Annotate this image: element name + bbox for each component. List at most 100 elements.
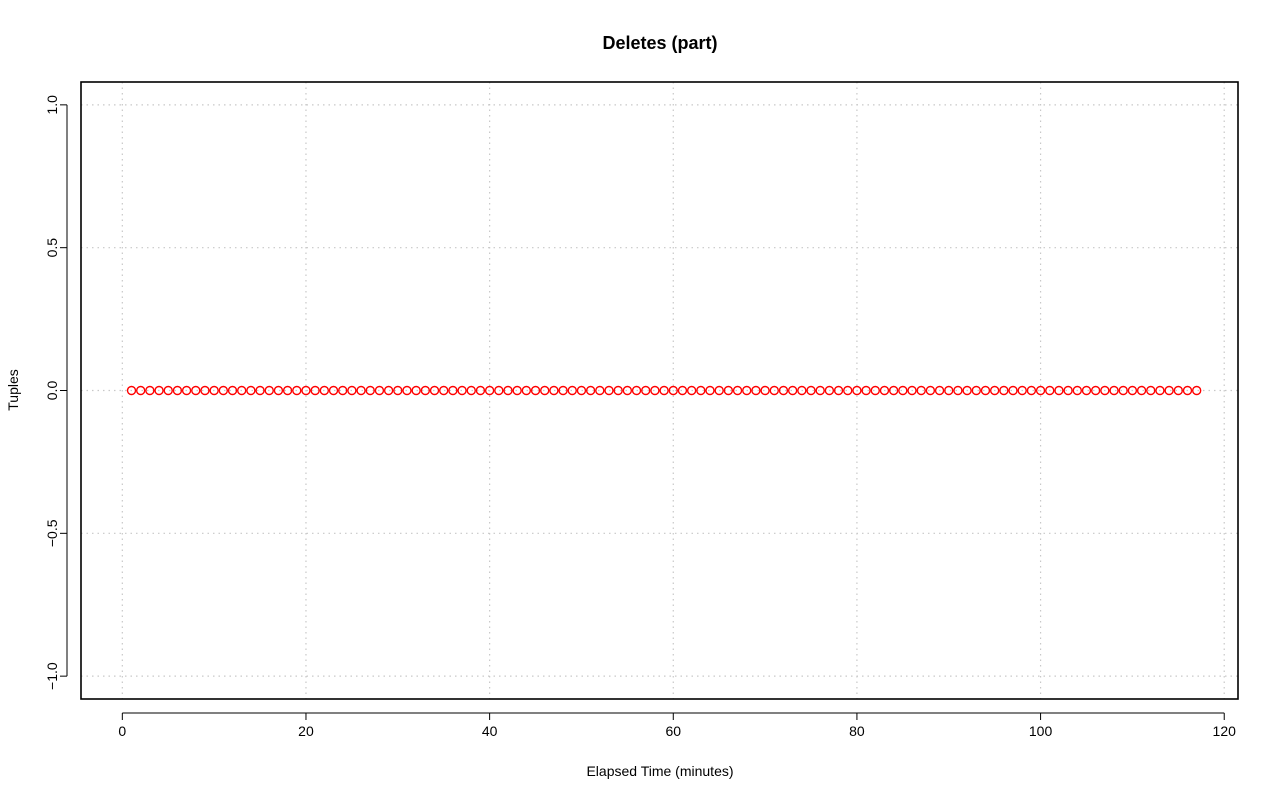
data-point: [374, 385, 385, 396]
data-point: [484, 385, 495, 396]
data-point: [310, 385, 320, 396]
data-point: [540, 385, 550, 396]
data-point: [778, 385, 789, 396]
data-point: [512, 385, 522, 396]
data-point: [1109, 385, 1119, 396]
data-point: [833, 385, 844, 396]
data-point: [1072, 385, 1083, 396]
data-point: [1155, 385, 1165, 396]
data-point: [1045, 385, 1055, 396]
data-point: [888, 385, 899, 396]
data-point: [282, 385, 293, 396]
data-point: [659, 385, 669, 396]
data-point: [200, 385, 210, 396]
data-point: [1008, 385, 1018, 396]
data-point: [393, 385, 403, 396]
data-point: [411, 385, 421, 396]
y-tick-label: 0.0: [44, 381, 60, 401]
data-point: [292, 385, 302, 396]
data-point: [732, 385, 743, 396]
data-point: [971, 385, 981, 396]
data-point: [925, 385, 936, 396]
data-point: [163, 385, 173, 396]
data-point: [319, 385, 330, 396]
data-point: [255, 385, 265, 396]
data-point: [1164, 385, 1174, 396]
data-point: [824, 385, 835, 396]
data-point: [641, 385, 651, 396]
chart-title: Deletes (part): [602, 33, 717, 53]
x-axis: 0 20 40 60 80 100 120: [118, 712, 1236, 739]
data-point: [1173, 385, 1184, 396]
data-point: [246, 385, 256, 396]
data-point: [530, 385, 541, 396]
y-axis: −1.0 −0.5 0.0 0.5 1.0: [44, 95, 68, 690]
data-point: [466, 385, 476, 396]
data-point: [503, 385, 513, 396]
data-point: [595, 385, 605, 396]
data-point: [365, 385, 375, 396]
data-point: [576, 385, 587, 396]
data-point: [402, 385, 412, 396]
data-point: [429, 385, 440, 396]
data-point: [145, 385, 155, 396]
data-point: [273, 385, 284, 396]
data-point: [1063, 385, 1073, 396]
data-point: [1054, 385, 1064, 396]
data-point: [916, 385, 926, 396]
data-point: [843, 385, 853, 396]
data-point: [760, 385, 770, 396]
data-point: [1191, 385, 1202, 396]
data-point: [264, 385, 274, 396]
data-point: [558, 385, 568, 396]
data-point: [769, 385, 779, 396]
data-point: [301, 385, 311, 396]
data-point: [236, 385, 247, 396]
data-point: [585, 385, 596, 396]
data-point: [604, 385, 614, 396]
data-point: [705, 385, 715, 396]
data-point: [356, 385, 366, 396]
y-tick-label: 0.5: [44, 238, 60, 258]
data-point: [815, 385, 825, 396]
data-point: [861, 385, 871, 396]
data-point: [677, 385, 688, 396]
data-point: [1182, 385, 1193, 396]
data-point: [668, 385, 678, 396]
data-point: [1127, 385, 1138, 396]
data-point: [962, 385, 972, 396]
data-point: [475, 385, 486, 396]
data-point: [227, 385, 238, 396]
data-point: [980, 385, 991, 396]
x-tick-label: 100: [1029, 723, 1053, 739]
x-tick-label: 0: [118, 723, 126, 739]
data-point: [494, 385, 504, 396]
data-point: [1017, 385, 1027, 396]
data-point: [989, 385, 1000, 396]
data-point: [347, 385, 357, 396]
data-point: [751, 385, 761, 396]
data-point: [870, 385, 880, 396]
y-tick-label: −0.5: [44, 519, 60, 547]
data-point: [218, 385, 229, 396]
data-point: [567, 385, 577, 396]
data-point: [135, 385, 146, 396]
data-point: [126, 385, 137, 396]
data-point: [631, 385, 642, 396]
data-point: [787, 385, 798, 396]
data-point: [181, 385, 192, 396]
x-axis-label: Elapsed Time (minutes): [586, 763, 733, 779]
data-point: [723, 385, 734, 396]
y-tick-label: 1.0: [44, 95, 60, 115]
data-point: [1035, 385, 1046, 396]
y-axis-label: Tuples: [5, 369, 21, 411]
data-point: [439, 385, 449, 396]
data-point: [613, 385, 623, 396]
data-point: [328, 385, 339, 396]
x-tick-label: 80: [849, 723, 865, 739]
data-point: [944, 385, 954, 396]
data-point: [797, 385, 807, 396]
x-tick-label: 60: [665, 723, 681, 739]
data-point: [209, 385, 219, 396]
